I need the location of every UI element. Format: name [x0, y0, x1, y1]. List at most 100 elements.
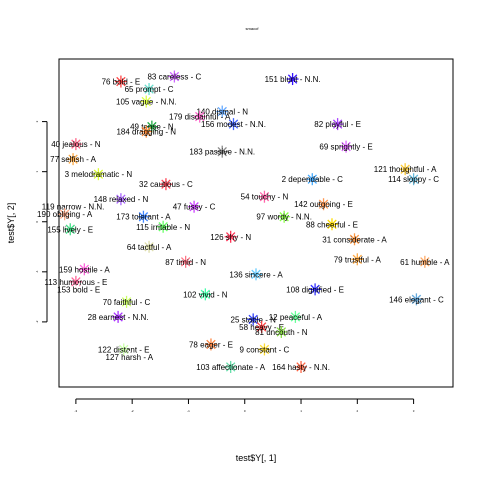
point-marker — [144, 242, 154, 252]
data-point: 148 relaxed - N — [94, 193, 148, 206]
data-point: 61 humble - A — [400, 255, 450, 268]
data-point: 31 considerate - A — [322, 233, 387, 246]
data-point: 102 vivid - N — [183, 288, 228, 301]
point-label: 65 prompt - C — [125, 85, 174, 94]
point-marker — [71, 277, 81, 287]
point-marker — [65, 224, 75, 234]
x-axis: -3 -2 -1 0 1 2 3 — [75, 398, 415, 413]
point-label: 105 vague - N.N. — [116, 98, 176, 107]
point-label: 88 cheerful - E — [306, 220, 358, 229]
point-marker — [332, 119, 343, 129]
point-label: 12 peaceful - A — [269, 313, 323, 322]
data-point: 122 distant - E — [98, 343, 150, 356]
point-marker — [59, 209, 70, 219]
data-point: 54 touchy - N — [241, 190, 288, 203]
point-marker — [251, 269, 261, 280]
point-label: 81 uncouth - N — [255, 328, 308, 337]
data-point: 151 blunt - N.N. — [265, 73, 321, 86]
y-tick-label: 2 — [35, 120, 39, 122]
point-label: 49 tense - N — [130, 123, 174, 132]
point-marker — [206, 339, 216, 350]
data-points: 83 careless - C 76 bold - E65 prompt - C 1… — [37, 70, 450, 373]
data-point: 179 disdainful - A — [169, 110, 231, 123]
point-marker — [161, 179, 171, 189]
point-label: 159 hostile - A — [59, 265, 110, 274]
point-label: 103 affectionate - A — [196, 363, 265, 372]
point-marker — [68, 202, 78, 212]
data-point: 159 hostile - A — [59, 263, 110, 276]
data-point: 79 trustful - A — [334, 253, 382, 266]
data-point: 2 dependable - C — [282, 173, 343, 186]
point-marker — [119, 344, 129, 355]
data-point: 3 melodramatic - N — [65, 168, 132, 181]
point-marker — [349, 234, 360, 244]
data-point: 77 selfish - A — [50, 153, 97, 166]
point-marker — [189, 202, 199, 212]
data-point: 65 prompt - C — [125, 83, 174, 96]
data-point: 40 jealous - N — [51, 138, 101, 151]
point-marker — [180, 257, 191, 267]
data-point: 115 irritable - N — [136, 220, 190, 233]
data-point: 119 narrow - N.N. — [42, 200, 104, 213]
point-marker — [195, 111, 205, 122]
data-point: 146 elegant - C — [389, 293, 444, 306]
data-point: 64 tactful - A — [127, 240, 172, 253]
y-axis: -2 -1 0 1 2 — [35, 120, 48, 323]
point-label: 127 harsh - A — [106, 353, 154, 362]
point-label: 64 tactful - A — [127, 243, 172, 252]
data-point: 105 vague - N.N. — [116, 95, 176, 108]
data-point: 12 peaceful - A — [269, 310, 323, 323]
point-label: 140 dismal - N — [196, 108, 248, 117]
point-marker — [420, 257, 430, 267]
data-point: 190 obliging - A — [37, 208, 93, 221]
data-point: 183 passive - N.N. — [189, 145, 255, 158]
point-label: 58 heavy - E — [239, 323, 284, 332]
chart-title: smacof — [246, 26, 260, 31]
point-label: 173 tolerant - A — [116, 213, 171, 222]
x-tick-label: -3 — [75, 409, 78, 413]
point-label: 151 blunt - N.N. — [265, 75, 321, 84]
x-tick-label: 1 — [300, 409, 302, 413]
point-marker — [411, 294, 422, 305]
point-label: 164 hasty - N.N. — [272, 363, 330, 372]
point-marker — [307, 174, 317, 184]
point-marker — [79, 264, 90, 275]
plot-frame — [58, 58, 454, 388]
point-label: 121 thoughtful - A — [374, 165, 437, 174]
point-marker — [200, 289, 211, 300]
data-point: 126 shy - N — [210, 230, 251, 243]
point-marker — [73, 284, 84, 295]
point-marker — [116, 194, 126, 204]
point-label: 115 irritable - N — [136, 223, 190, 232]
point-marker — [408, 174, 419, 184]
point-label: 25 stable - N — [231, 315, 277, 324]
y-tick-label: -2 — [35, 320, 39, 323]
data-point: 108 dignified - E — [286, 283, 344, 296]
point-label: 82 playful - E — [314, 120, 361, 129]
data-point: 136 sincere - A — [229, 268, 283, 281]
point-marker — [141, 126, 151, 137]
point-marker — [279, 212, 289, 222]
data-point: 127 harsh - A — [106, 350, 154, 363]
point-marker — [93, 169, 104, 179]
point-label: 97 wordy - N.N. — [256, 213, 312, 222]
point-label: 126 shy - N — [210, 233, 251, 242]
point-marker — [341, 141, 351, 152]
point-label: 190 obliging - A — [37, 210, 93, 219]
data-point: 156 modest - N.N. — [201, 118, 266, 131]
data-point: 82 playful - E — [314, 118, 361, 131]
point-label: 108 dignified - E — [286, 285, 344, 294]
data-point: 153 bold - E — [57, 283, 100, 296]
data-point: 69 sprightly - E — [319, 140, 373, 153]
point-label: 31 considerate - A — [322, 235, 387, 244]
x-tick-label: 2 — [356, 409, 358, 413]
point-label: 153 bold - E — [57, 285, 100, 294]
point-label: 156 modest - N.N. — [201, 120, 266, 129]
data-point: 32 cautious - C — [139, 178, 193, 191]
x-tick-label: -2 — [131, 409, 134, 413]
point-label: 47 fussy - C — [173, 203, 216, 212]
point-marker — [256, 322, 267, 332]
y-tick-label: 0 — [35, 221, 39, 223]
data-point: 25 stable - N — [231, 313, 277, 326]
point-marker — [169, 71, 180, 82]
